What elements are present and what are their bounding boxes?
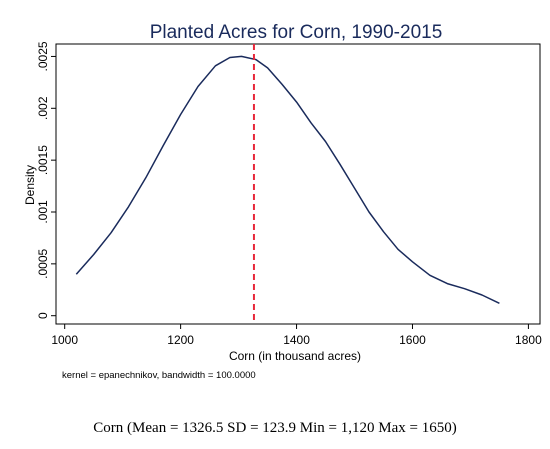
plot-frame: [55, 43, 541, 325]
x-tick-label: 1000: [51, 333, 78, 347]
axis-ticks: 1000 1200 1400 1600 1800 0 .0005 .001 .0015 .002.…: [36, 41, 542, 347]
series-layer: [75, 44, 500, 324]
y-tick-label: .001: [36, 200, 50, 224]
x-tick-label: 1800: [515, 333, 542, 347]
density-curve: [75, 55, 500, 304]
x-tick-label: 1600: [399, 333, 426, 347]
y-tick-label: .0005: [36, 249, 50, 279]
y-tick-label: .0025: [36, 41, 50, 71]
summary-caption: Corn (Mean = 1326.5 SD = 123.9 Min = 1,1…: [93, 420, 457, 436]
plot-border: [55, 43, 541, 325]
chart-title: Planted Acres for Corn, 1990-2015: [150, 22, 443, 43]
y-tick-label: 0: [36, 312, 50, 319]
y-axis-label: Density: [23, 165, 37, 205]
chart-area: 1000 1200 1400 1600 1800 0 .0005 .001 .0015 .002.…: [23, 22, 542, 381]
x-axis-label: Corn (in thousand acres): [229, 349, 361, 363]
x-tick-label: 1200: [167, 333, 194, 347]
y-tick-label: .0015: [36, 145, 50, 175]
y-tick-label: .002: [36, 96, 50, 120]
kernel-note: kernel = epanechnikov, bandwidth = 100.0…: [62, 370, 256, 381]
x-tick-label: 1400: [283, 333, 310, 347]
